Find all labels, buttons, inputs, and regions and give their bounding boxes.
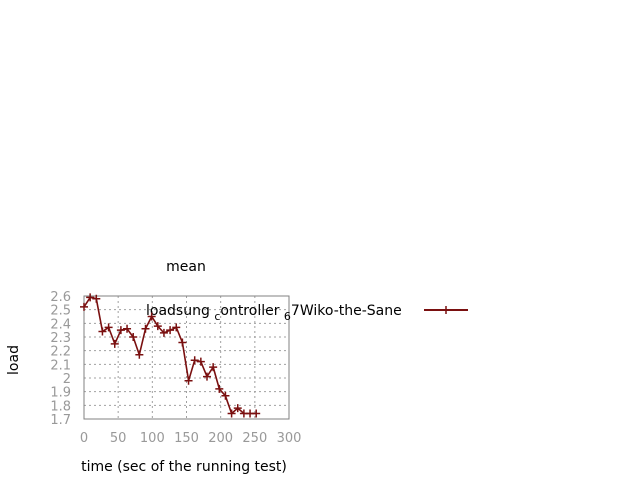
grid (84, 296, 289, 419)
x-tick-label: 300 (277, 431, 302, 446)
legend: loadsung controller 67Wiko-the-Sane (146, 303, 468, 323)
y-tick-label: 1.7 (50, 413, 71, 428)
data-point (196, 357, 205, 366)
y-tick-label: 2.2 (50, 345, 71, 360)
data-point (147, 312, 156, 321)
x-tick-label: 100 (140, 431, 165, 446)
data-point (80, 302, 88, 311)
legend-label-part1: load (146, 303, 176, 319)
legend-label-part5: 7Wiko-the-Sane (291, 303, 402, 319)
y-tick-label: 2 (63, 372, 71, 387)
data-point (209, 363, 218, 372)
data-point (233, 404, 242, 413)
x-tick-label: 0 (80, 431, 88, 446)
data-point (203, 372, 211, 381)
data-point (104, 323, 113, 332)
data-point (190, 356, 199, 365)
y-tick-label: 1.9 (50, 386, 71, 401)
legend-marker (442, 306, 450, 314)
data-point (227, 409, 236, 418)
series-layer (80, 293, 261, 418)
data-point (123, 324, 132, 333)
legend-label: loadsung controller 67Wiko-the-Sane (146, 303, 402, 323)
legend-label-part4: 6 (284, 310, 291, 323)
data-point (116, 326, 125, 335)
data-point (135, 350, 144, 359)
data-point (92, 294, 101, 303)
x-tick-label: 50 (110, 431, 127, 446)
legend-label-part3: ontroller (220, 303, 279, 319)
legend-label-part2: sung (176, 303, 210, 319)
data-point (159, 328, 168, 337)
y-axis-label: load (6, 345, 22, 375)
data-point (178, 338, 187, 347)
x-tick-label: 200 (208, 431, 233, 446)
data-point (252, 409, 261, 418)
chart-title: mean (166, 259, 206, 275)
y-tick-label: 2.1 (50, 358, 71, 373)
y-tick-label: 2.4 (50, 317, 71, 332)
x-tick-label: 150 (174, 431, 199, 446)
data-point (172, 323, 181, 332)
data-point (110, 339, 119, 348)
data-point (153, 322, 162, 331)
y-tick-label: 2.6 (50, 290, 71, 305)
data-point (141, 324, 150, 333)
x-tick-label: 250 (242, 431, 267, 446)
tick-labels: 0 50 100 150 200 250 300 1.71.81.922.12.22.32.4… (50, 290, 301, 446)
y-tick-label: 2.3 (50, 331, 71, 346)
y-tick-label: 2.5 (50, 304, 71, 319)
data-point (129, 333, 138, 341)
data-point (98, 327, 107, 336)
plot-frame (83, 295, 290, 420)
data-point (215, 384, 224, 393)
y-tick-label: 1.8 (50, 399, 71, 414)
data-point (86, 293, 95, 302)
legend-label-subscript: c (214, 310, 220, 323)
data-point (221, 391, 230, 400)
data-point (166, 326, 175, 335)
data-point (184, 376, 193, 385)
x-axis-label: time (sec of the running test) (81, 459, 287, 475)
